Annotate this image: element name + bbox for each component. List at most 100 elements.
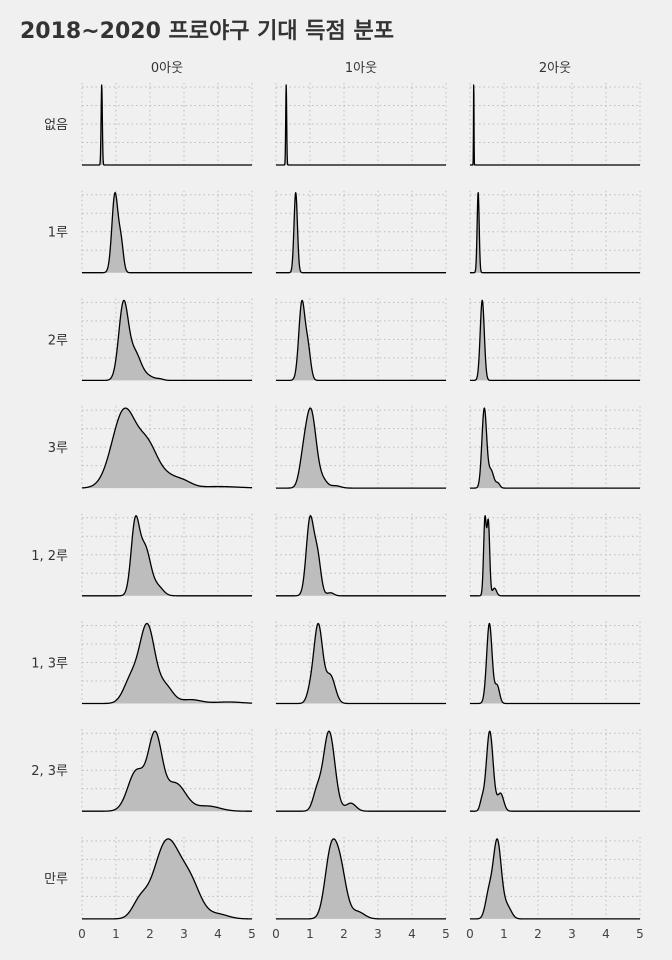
- density-area: [82, 838, 252, 919]
- density-area: [470, 85, 640, 165]
- density-line: [469, 192, 641, 274]
- panel: [275, 83, 447, 166]
- panel: [469, 406, 641, 489]
- x-tick-label: 2: [340, 927, 348, 941]
- panel: [81, 836, 253, 920]
- x-tick-label: 1: [112, 927, 120, 941]
- density-line: [275, 84, 447, 166]
- x-tick-label: 3: [568, 927, 576, 941]
- panel: [81, 729, 253, 812]
- density-line: [469, 515, 641, 597]
- x-tick-label: 4: [408, 927, 416, 941]
- density-line: [469, 730, 641, 812]
- panel: [275, 190, 447, 274]
- density-area: [276, 623, 446, 704]
- panel: [469, 83, 641, 166]
- panel-grid: [81, 83, 641, 920]
- density-line: [81, 84, 253, 166]
- density-line: [469, 84, 641, 166]
- x-tick-label: 2: [146, 927, 154, 941]
- panel: [469, 729, 641, 812]
- row-label: 1, 2루: [31, 549, 68, 564]
- density-line: [81, 515, 253, 597]
- density-area: [470, 838, 640, 919]
- row-label: 없음: [44, 118, 68, 133]
- panel: [81, 621, 253, 705]
- density-area: [276, 408, 446, 489]
- density-area: [470, 300, 640, 381]
- density-line: [81, 192, 253, 274]
- panel: [275, 298, 447, 382]
- panel: [275, 621, 447, 705]
- x-tick-label: 0: [78, 927, 86, 941]
- density-line: [275, 192, 447, 274]
- density-area: [82, 731, 252, 812]
- density-line: [81, 299, 253, 382]
- x-tick-label: 3: [374, 927, 382, 941]
- row-label: 2루: [48, 333, 68, 348]
- x-tick-label: 5: [248, 927, 256, 941]
- panel: [81, 83, 253, 166]
- panel: [469, 298, 641, 382]
- row-label: 1루: [48, 226, 68, 241]
- density-area: [470, 408, 640, 489]
- density-line: [275, 515, 447, 597]
- density-line: [81, 838, 253, 920]
- x-tick-label: 5: [442, 927, 450, 941]
- x-tick-label: 4: [602, 927, 610, 941]
- density-area: [276, 300, 446, 381]
- density-area: [470, 731, 640, 812]
- column-label: 1아웃: [345, 61, 377, 76]
- x-tick-label: 1: [306, 927, 314, 941]
- column-label: 0아웃: [151, 61, 183, 76]
- density-line: [81, 730, 253, 812]
- density-area: [276, 192, 446, 273]
- panel: [81, 190, 253, 274]
- density-area: [470, 192, 640, 273]
- panel: [81, 513, 253, 597]
- row-label: 만루: [44, 872, 68, 887]
- column-strip-labels: 0아웃 1아웃 2아웃: [151, 61, 571, 76]
- density-line: [469, 838, 641, 920]
- density-area: [82, 515, 252, 596]
- density-line: [81, 622, 253, 705]
- density-line: [81, 407, 253, 489]
- panel: [469, 513, 641, 597]
- density-area: [82, 85, 252, 165]
- density-line: [275, 407, 447, 489]
- density-area: [470, 623, 640, 704]
- density-area: [82, 623, 252, 704]
- density-line: [275, 838, 447, 920]
- panel: [81, 406, 253, 489]
- panel: [275, 406, 447, 489]
- density-line: [275, 299, 447, 382]
- panel: [275, 729, 447, 812]
- density-area: [82, 192, 252, 273]
- column-label: 2아웃: [539, 61, 571, 76]
- density-area: [470, 515, 640, 596]
- x-tick-label: 1: [500, 927, 508, 941]
- x-tick-label: 4: [214, 927, 222, 941]
- panel: [469, 190, 641, 274]
- density-line: [469, 407, 641, 489]
- x-tick-label: 5: [636, 927, 644, 941]
- x-tick-label: 0: [466, 927, 474, 941]
- row-label: 1, 3루: [31, 657, 68, 672]
- density-line: [275, 730, 447, 812]
- chart-title: 2018~2020 프로야구 기대 득점 분포: [20, 19, 394, 44]
- panel: [275, 513, 447, 597]
- x-tick-label: 3: [180, 927, 188, 941]
- density-area: [276, 731, 446, 812]
- density-area: [276, 515, 446, 596]
- density-area: [276, 85, 446, 165]
- x-axis-ticks: 0 1 2 3 4 5 0 1 2 3 4 5 0 1 2 3 4 5: [78, 927, 644, 941]
- panel: [275, 836, 447, 920]
- panel: [469, 621, 641, 705]
- row-label: 3루: [48, 441, 68, 456]
- row-label: 2, 3루: [31, 764, 68, 779]
- density-area: [82, 408, 252, 489]
- density-area: [276, 838, 446, 919]
- x-tick-label: 2: [534, 927, 542, 941]
- density-line: [275, 622, 447, 705]
